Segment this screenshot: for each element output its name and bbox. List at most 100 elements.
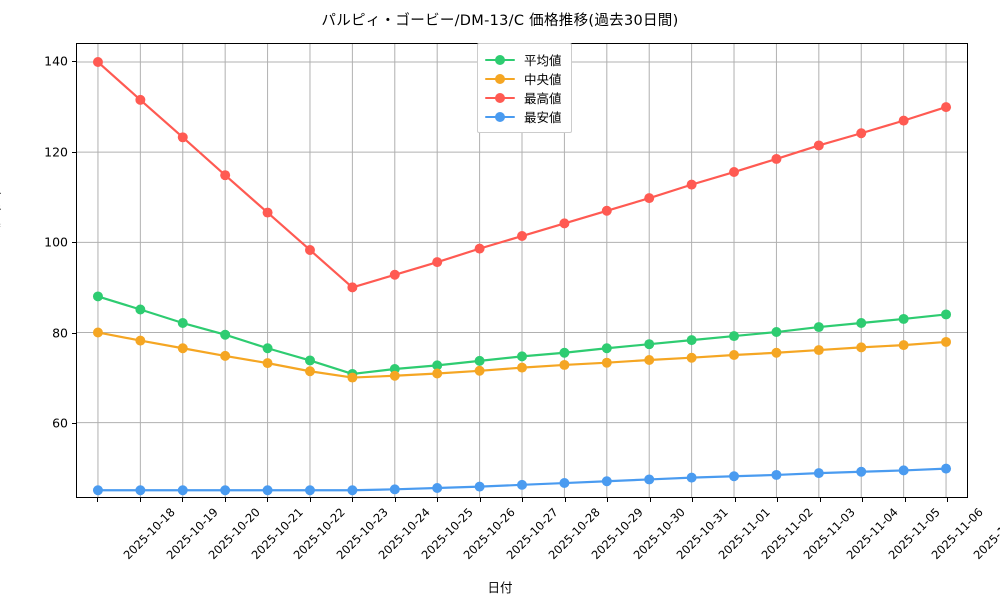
data-point: [941, 463, 952, 474]
chart-title: パルピィ・ゴービー/DM-13/C 価格推移(過去30日間): [321, 13, 679, 29]
x-tick-mark: [224, 498, 226, 502]
data-point: [177, 318, 188, 328]
legend-marker-icon: [485, 73, 515, 85]
data-point: [813, 345, 824, 356]
legend-item-0[interactable]: 平均値: [485, 50, 562, 69]
data-point: [898, 313, 909, 324]
data-point: [856, 318, 867, 328]
x-tick-mark: [649, 498, 651, 502]
data-point: [135, 335, 146, 346]
data-point: [262, 207, 273, 218]
data-point: [304, 485, 315, 496]
legend-label: 最高値: [524, 91, 562, 106]
data-point: [813, 322, 824, 333]
data-point: [729, 350, 740, 360]
data-point: [771, 347, 782, 358]
legend-marker-icon: [485, 111, 515, 123]
data-point: [432, 257, 443, 268]
data-point: [898, 115, 909, 126]
data-point: [474, 243, 485, 254]
data-point: [220, 485, 231, 496]
series-1: [92, 327, 952, 383]
data-point: [898, 465, 909, 476]
data-point: [177, 343, 188, 354]
data-point: [389, 269, 400, 280]
data-point: [135, 485, 146, 496]
legend-marker-icon: [485, 54, 515, 66]
series-2: [92, 57, 952, 293]
x-tick-mark: [97, 498, 99, 502]
data-point: [389, 484, 400, 495]
data-point: [517, 351, 527, 362]
data-point: [262, 343, 273, 354]
data-point: [347, 485, 358, 496]
y-tick-label: 80: [52, 325, 68, 341]
y-tick-mark: [72, 61, 76, 63]
legend-label: 平均値: [524, 53, 562, 68]
data-point: [941, 102, 952, 113]
data-point: [559, 347, 570, 358]
y-tick-label: 120: [44, 144, 68, 160]
x-tick-mark: [309, 498, 311, 502]
data-point: [304, 366, 315, 377]
legend-item-1[interactable]: 中央値: [485, 69, 562, 88]
data-point: [432, 368, 443, 379]
data-point: [686, 335, 697, 346]
data-point: [559, 478, 570, 489]
data-point: [474, 481, 485, 492]
data-point: [517, 479, 527, 490]
data-point: [262, 485, 273, 496]
data-point: [856, 466, 867, 477]
y-tick-label: 60: [52, 415, 68, 431]
data-point: [686, 472, 697, 483]
legend-item-2[interactable]: 最高値: [485, 88, 562, 107]
chart-legend: 平均値中央値最高値最安値: [477, 43, 572, 133]
data-point: [92, 291, 103, 302]
y-tick-mark: [72, 332, 76, 334]
series-0: [92, 291, 952, 379]
gridlines: [77, 44, 967, 497]
y-axis-tick-labels: 60 80 100 120 140: [18, 43, 68, 498]
data-point: [474, 355, 485, 366]
data-point: [177, 132, 188, 143]
data-point: [474, 365, 485, 376]
x-tick-mark: [352, 498, 354, 502]
y-tick-mark: [72, 151, 76, 153]
data-point: [898, 340, 909, 351]
data-point: [644, 474, 655, 485]
data-point: [220, 329, 231, 340]
data-point: [135, 304, 146, 315]
x-tick-mark: [522, 498, 524, 502]
x-tick-mark: [862, 498, 864, 502]
x-tick-mark: [904, 498, 906, 502]
x-tick-mark: [267, 498, 269, 502]
x-axis-label: 日付: [487, 580, 513, 595]
x-tick-mark: [479, 498, 481, 502]
data-point: [347, 372, 358, 383]
data-point: [686, 352, 697, 363]
x-tick-mark: [437, 498, 439, 502]
x-tick-mark: [819, 498, 821, 502]
data-point: [262, 358, 273, 369]
data-point: [644, 339, 655, 350]
legend-label: 最安値: [524, 110, 562, 125]
data-point: [941, 309, 952, 320]
data-point: [177, 485, 188, 496]
data-point: [771, 327, 782, 338]
x-tick-mark: [394, 498, 396, 502]
y-tick-label: 140: [44, 53, 68, 69]
data-point: [517, 362, 527, 373]
data-point: [856, 342, 867, 353]
data-point: [771, 469, 782, 480]
data-point: [517, 231, 527, 242]
data-point: [813, 140, 824, 151]
legend-label: 中央値: [524, 72, 562, 87]
x-tick-mark: [564, 498, 566, 502]
data-series-layer: [92, 57, 952, 496]
legend-marker-icon: [485, 92, 515, 104]
data-point: [729, 471, 740, 482]
x-tick-mark: [607, 498, 609, 502]
data-point: [813, 468, 824, 479]
legend-item-3[interactable]: 最安値: [485, 107, 562, 126]
